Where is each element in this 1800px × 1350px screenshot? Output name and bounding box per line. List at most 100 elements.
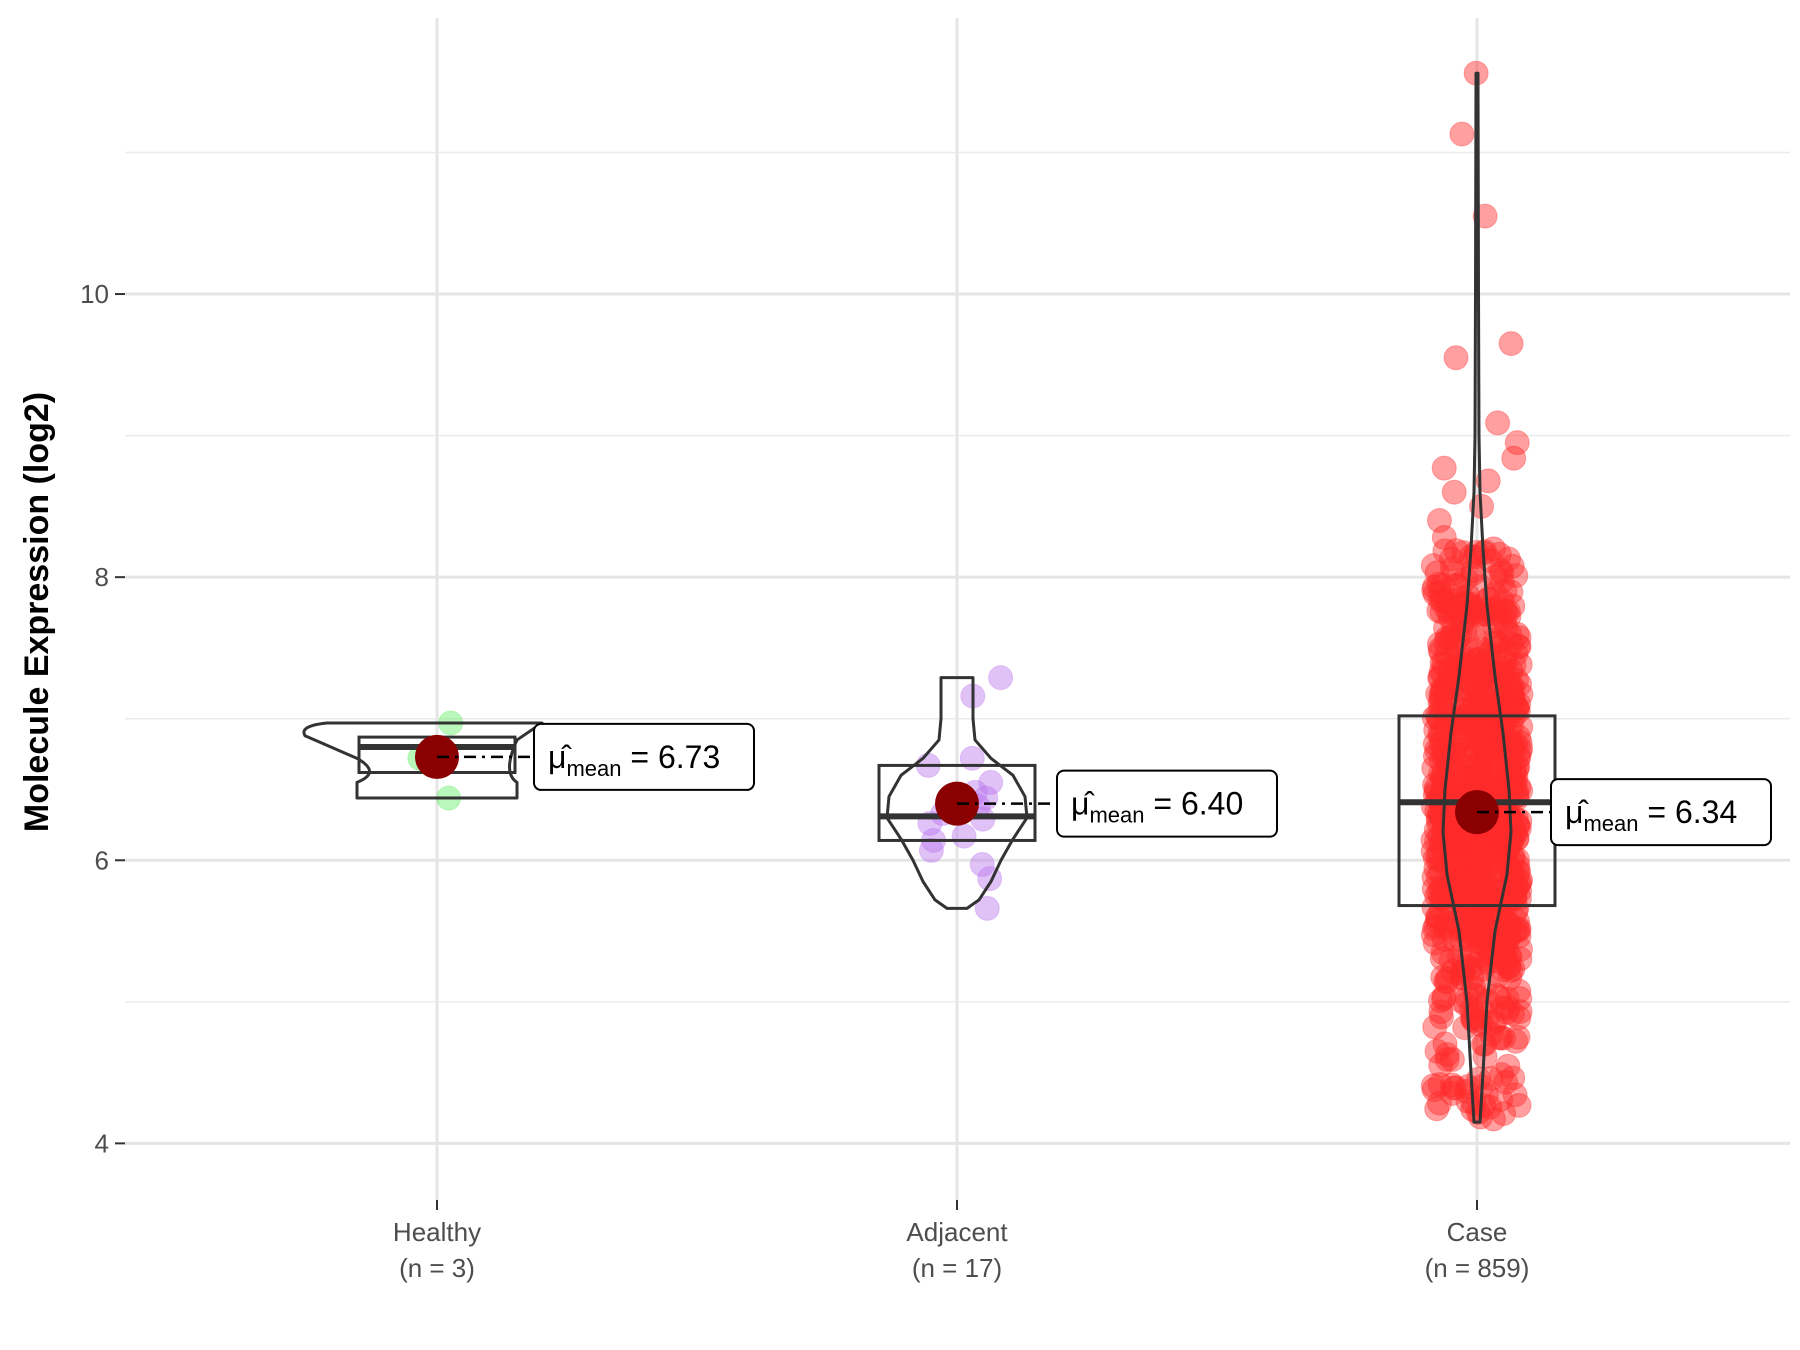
data-point xyxy=(1483,738,1509,764)
data-point xyxy=(1507,738,1533,764)
data-point xyxy=(918,837,944,863)
data-point xyxy=(1422,1014,1448,1040)
data-point xyxy=(1474,853,1500,879)
data-point xyxy=(1507,808,1533,834)
data-point xyxy=(1507,671,1533,697)
data-point xyxy=(1466,719,1492,745)
data-point xyxy=(1505,633,1531,659)
data-point xyxy=(1496,604,1522,630)
data-point xyxy=(1472,718,1498,744)
data-point xyxy=(1489,1062,1515,1088)
data-point xyxy=(1471,842,1497,868)
data-point xyxy=(1459,636,1485,662)
data-point xyxy=(1477,847,1503,873)
data-point xyxy=(1464,699,1490,725)
data-point xyxy=(1443,1075,1469,1101)
data-point xyxy=(1493,615,1519,641)
data-point xyxy=(1441,633,1467,659)
data-point xyxy=(1477,863,1503,889)
data-point xyxy=(1431,525,1457,551)
mean-label: μ̂mean = 6.34 xyxy=(1565,794,1737,836)
data-point xyxy=(1429,682,1455,708)
data-point xyxy=(1443,845,1469,871)
data-point xyxy=(1435,835,1461,861)
data-point xyxy=(1420,922,1446,948)
data-point xyxy=(1451,850,1477,876)
data-point xyxy=(1452,840,1478,866)
data-point xyxy=(1465,873,1491,899)
violin-outline xyxy=(885,676,1029,910)
data-point xyxy=(1467,752,1493,778)
data-point xyxy=(1439,556,1465,582)
data-point xyxy=(1503,695,1529,721)
data-point xyxy=(1441,1075,1467,1101)
data-point xyxy=(1426,705,1452,731)
data-point xyxy=(1434,969,1460,995)
data-point xyxy=(1443,857,1469,883)
data-point xyxy=(1424,1038,1450,1064)
data-point xyxy=(1468,851,1494,877)
data-point xyxy=(1424,908,1450,934)
data-point xyxy=(1505,1024,1531,1050)
data-point xyxy=(1465,728,1491,754)
data-point xyxy=(1456,753,1482,779)
data-point xyxy=(1439,1072,1465,1098)
data-point xyxy=(1496,700,1522,726)
data-point xyxy=(1500,685,1526,711)
data-point xyxy=(1478,662,1504,688)
data-point xyxy=(1433,629,1459,655)
mean-label-box xyxy=(533,722,755,791)
data-point xyxy=(1482,734,1508,760)
data-point xyxy=(1424,1096,1450,1122)
data-point xyxy=(1476,762,1502,788)
data-point xyxy=(1500,818,1526,844)
data-point xyxy=(1506,624,1532,650)
mean-label-box xyxy=(1550,778,1772,847)
data-point xyxy=(1489,560,1515,586)
data-point xyxy=(1454,857,1480,883)
data-point xyxy=(1439,595,1465,621)
data-point xyxy=(1490,936,1516,962)
mean-label-box xyxy=(1056,769,1278,838)
data-point xyxy=(1426,508,1452,534)
data-point xyxy=(1458,591,1484,617)
data-point xyxy=(1497,858,1523,884)
data-point xyxy=(951,823,977,849)
data-point xyxy=(1424,560,1450,586)
data-point xyxy=(1491,608,1517,634)
data-point xyxy=(1428,687,1454,713)
data-point xyxy=(1424,883,1450,909)
data-point xyxy=(1475,468,1501,494)
data-point xyxy=(1504,917,1530,943)
data-point xyxy=(1429,945,1455,971)
data-point xyxy=(1488,822,1514,848)
data-point xyxy=(1500,1065,1526,1091)
data-point xyxy=(1455,874,1481,900)
data-point xyxy=(1487,949,1513,975)
data-point xyxy=(1490,694,1516,720)
data-point xyxy=(1460,558,1486,584)
data-point xyxy=(1503,641,1529,667)
data-point xyxy=(1508,681,1534,707)
data-point xyxy=(1504,667,1530,693)
data-point xyxy=(1447,764,1473,790)
data-point xyxy=(1435,675,1461,701)
data-point xyxy=(1502,918,1528,944)
data-point xyxy=(1507,946,1533,972)
data-point xyxy=(1430,659,1456,685)
grid-lines xyxy=(125,18,1790,1200)
data-point xyxy=(1456,919,1482,945)
data-point xyxy=(1493,599,1519,625)
data-point xyxy=(1469,834,1495,860)
data-point xyxy=(1451,647,1477,673)
data-point xyxy=(1488,824,1514,850)
data-point xyxy=(1433,684,1459,710)
data-point xyxy=(1497,621,1523,647)
data-point xyxy=(1464,857,1490,883)
data-point xyxy=(1464,856,1490,882)
data-point xyxy=(1500,593,1526,619)
data-point xyxy=(1482,737,1508,763)
group-healthy: μ̂mean = 6.73 xyxy=(302,710,755,811)
data-point xyxy=(1499,1001,1525,1027)
data-point xyxy=(1471,844,1497,870)
